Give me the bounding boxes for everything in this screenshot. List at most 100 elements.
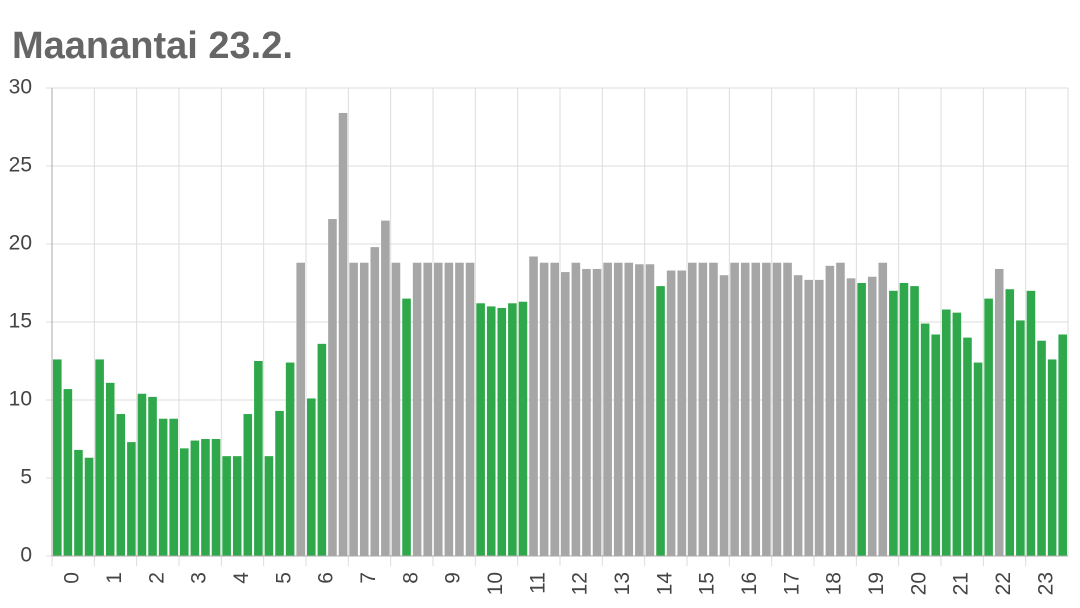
bar — [476, 303, 485, 556]
bar — [180, 448, 189, 556]
bar — [402, 298, 411, 556]
bar — [508, 303, 517, 556]
bar — [984, 298, 993, 556]
bar — [74, 449, 83, 556]
x-tick-label: 21 — [950, 572, 973, 595]
x-tick-label: 19 — [865, 572, 888, 595]
bar — [243, 414, 253, 556]
bar — [709, 262, 718, 556]
bar — [994, 268, 1004, 556]
bar — [645, 264, 655, 556]
x-tick-label: 1 — [103, 572, 126, 584]
x-tick-label: 8 — [399, 572, 422, 584]
bar — [105, 382, 115, 556]
bar — [1047, 359, 1057, 556]
bar — [296, 262, 305, 556]
bar — [867, 276, 877, 556]
bar — [497, 307, 507, 556]
bar — [381, 220, 390, 556]
bar — [158, 418, 168, 556]
bar — [444, 262, 454, 556]
bar — [338, 112, 348, 557]
bar — [772, 262, 782, 556]
y-tick-label: 30 — [9, 76, 32, 99]
bar — [529, 256, 538, 556]
bar — [201, 439, 210, 556]
y-tick-label: 10 — [9, 388, 32, 411]
bar — [635, 264, 644, 556]
y-tick-label: 25 — [9, 154, 32, 177]
bar — [275, 410, 284, 556]
bar — [63, 389, 73, 556]
bar — [920, 323, 930, 556]
bar — [550, 262, 559, 556]
bar — [423, 262, 432, 556]
x-tick-label: 11 — [526, 572, 549, 594]
y-tick-label: 15 — [9, 310, 32, 333]
bar — [412, 262, 422, 556]
x-tick-label: 23 — [1034, 572, 1057, 595]
bar — [137, 393, 147, 556]
bar — [317, 343, 327, 556]
bar — [751, 262, 761, 556]
bar — [222, 456, 231, 556]
bar — [465, 262, 475, 556]
bar — [603, 262, 612, 556]
bar — [889, 290, 898, 556]
bar — [127, 442, 136, 556]
bar — [455, 262, 464, 556]
bar — [539, 262, 549, 556]
bar — [518, 301, 528, 556]
bar — [1026, 290, 1036, 556]
bar — [931, 334, 940, 556]
bar — [878, 262, 888, 556]
bar — [190, 440, 200, 556]
x-tick-label: 6 — [315, 572, 338, 584]
bar — [370, 247, 380, 556]
bar — [952, 312, 962, 556]
bar — [910, 286, 919, 556]
bar — [624, 262, 634, 556]
bar — [1058, 334, 1067, 556]
bar — [116, 414, 126, 556]
bar — [434, 262, 443, 556]
bar — [942, 309, 951, 556]
bar — [815, 279, 824, 556]
x-tick-label: 13 — [611, 572, 634, 595]
bar — [719, 275, 729, 556]
bar — [169, 418, 178, 556]
bar — [846, 278, 856, 556]
bar — [561, 272, 570, 556]
bar — [963, 337, 972, 556]
x-tick-label: 9 — [442, 572, 465, 584]
bar — [762, 262, 771, 556]
bar — [1016, 320, 1025, 556]
x-tick-label: 2 — [145, 572, 168, 584]
bar — [307, 398, 316, 556]
bar — [84, 457, 94, 556]
bar — [349, 262, 358, 556]
bar — [328, 219, 337, 557]
x-tick-label: 15 — [696, 572, 719, 595]
x-tick-label: 20 — [907, 572, 930, 595]
x-tick-label: 18 — [823, 572, 846, 595]
bar — [857, 283, 866, 556]
bar — [571, 262, 581, 556]
x-tick-label: 14 — [653, 572, 676, 596]
bar — [666, 270, 676, 556]
bar — [1037, 340, 1046, 556]
x-tick-label: 10 — [484, 572, 507, 595]
bar — [95, 359, 104, 556]
bar — [688, 262, 697, 556]
x-tick-label: 3 — [188, 572, 211, 584]
bar — [656, 286, 665, 556]
bar — [359, 262, 369, 556]
bar — [148, 396, 157, 556]
bar — [486, 306, 496, 556]
bar — [836, 262, 845, 556]
x-tick-label: 0 — [61, 572, 84, 584]
bar — [740, 262, 750, 556]
x-tick-label: 16 — [738, 572, 761, 595]
